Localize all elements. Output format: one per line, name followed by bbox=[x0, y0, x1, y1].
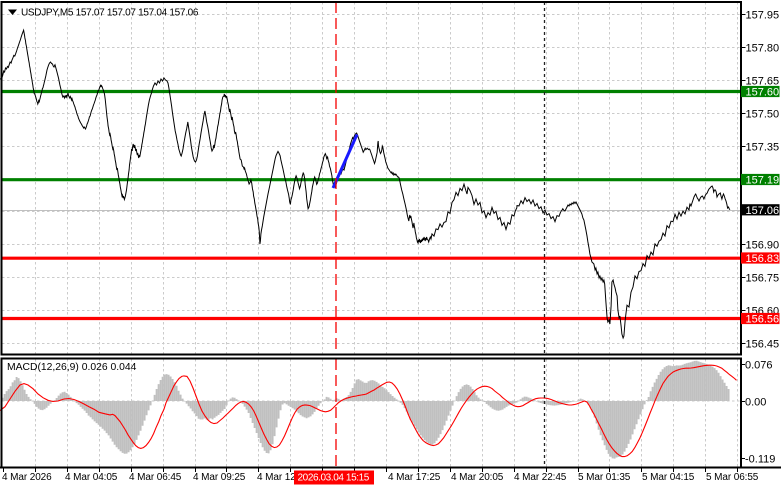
svg-text:4 Mar 22:45: 4 Mar 22:45 bbox=[514, 472, 567, 483]
svg-text:MACD(12,26,9) 0.026 0.044: MACD(12,26,9) 0.026 0.044 bbox=[7, 362, 137, 373]
svg-text:0.00: 0.00 bbox=[745, 397, 766, 409]
svg-text:-0.119: -0.119 bbox=[745, 454, 775, 466]
svg-text:2026.03.04 15:15: 2026.03.04 15:15 bbox=[298, 473, 370, 484]
svg-text:157.80: 157.80 bbox=[746, 43, 780, 55]
svg-text:157.95: 157.95 bbox=[746, 10, 780, 22]
svg-text:156.90: 156.90 bbox=[746, 240, 780, 252]
svg-text:156.83: 156.83 bbox=[746, 253, 780, 265]
svg-text:USDJPY,M5 157.07 157.07 157.0: USDJPY,M5 157.07 157.07 157.04 157.06 bbox=[21, 8, 199, 19]
svg-text:0.076: 0.076 bbox=[745, 360, 773, 372]
svg-text:4 Mar 17:25: 4 Mar 17:25 bbox=[388, 472, 441, 483]
svg-text:4 Mar 2026: 4 Mar 2026 bbox=[2, 472, 52, 483]
svg-text:4 Mar 20:05: 4 Mar 20:05 bbox=[451, 472, 504, 483]
svg-text:156.45: 156.45 bbox=[746, 339, 780, 351]
svg-text:156.56: 156.56 bbox=[746, 314, 780, 326]
svg-text:157.06: 157.06 bbox=[746, 205, 780, 217]
svg-text:157.60: 157.60 bbox=[746, 87, 780, 99]
svg-text:157.19: 157.19 bbox=[746, 175, 780, 187]
svg-text:5 Mar 01:35: 5 Mar 01:35 bbox=[578, 472, 631, 483]
svg-text:4 Mar 06:45: 4 Mar 06:45 bbox=[129, 472, 182, 483]
svg-text:4 Mar 04:05: 4 Mar 04:05 bbox=[65, 472, 118, 483]
svg-text:5 Mar 04:15: 5 Mar 04:15 bbox=[642, 472, 695, 483]
svg-text:156.75: 156.75 bbox=[746, 273, 780, 285]
svg-text:157.35: 157.35 bbox=[746, 142, 780, 154]
svg-text:4 Mar 09:25: 4 Mar 09:25 bbox=[193, 472, 246, 483]
svg-text:157.65: 157.65 bbox=[746, 76, 780, 88]
svg-text:157.50: 157.50 bbox=[746, 109, 780, 121]
svg-text:4 Mar 12:05: 4 Mar 12:05 bbox=[257, 472, 310, 483]
svg-text:5 Mar 06:55: 5 Mar 06:55 bbox=[706, 472, 759, 483]
